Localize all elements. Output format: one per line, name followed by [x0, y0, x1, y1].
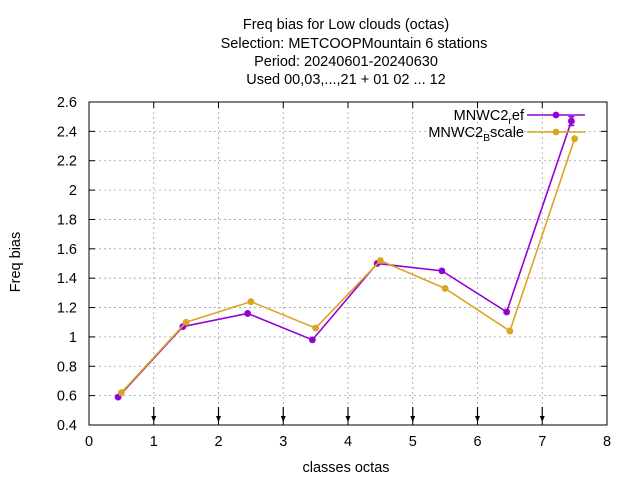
x-tick-label: 8	[603, 434, 611, 450]
data-point	[441, 285, 449, 292]
series-line	[120, 138, 576, 394]
legend-marker	[552, 128, 560, 136]
title-line-4: Used 00,03,...,21 + 01 02 ... 12	[246, 72, 446, 88]
bottom-markers	[151, 407, 545, 422]
series-0	[114, 115, 575, 401]
chart-title: Freq bias for Low clouds (octas) Selecti…	[221, 17, 488, 88]
series-lines	[114, 115, 579, 401]
axis-ticks: 0 1 2 3 4 5 6 7 8 0.4 0.6 0.8 1 1.2 1.4 1.6 1.8 2 2.2 2.4 2.…	[57, 95, 611, 450]
x-tick-label: 2	[214, 434, 222, 450]
data-point	[567, 117, 575, 125]
marker-head	[475, 416, 480, 422]
bottom-marker	[410, 407, 416, 422]
data-point	[503, 308, 511, 316]
x-tick-label: 3	[279, 434, 287, 450]
title-line-2: Selection: METCOOPMountain 6 stations	[221, 36, 488, 52]
x-tick-label: 1	[150, 434, 158, 450]
data-point	[308, 336, 316, 344]
bottom-marker	[539, 407, 545, 422]
y-tick-label: 1.6	[57, 242, 77, 258]
bottom-marker	[475, 407, 480, 422]
data-point	[506, 327, 514, 335]
data-point	[247, 298, 255, 306]
data-point	[438, 267, 446, 275]
legend-label: MNWC2ref	[454, 108, 525, 127]
y-tick-label: 2.4	[57, 124, 77, 140]
x-tick-label: 5	[409, 434, 417, 450]
bottom-marker	[280, 407, 286, 422]
data-point	[117, 389, 125, 397]
bottom-marker	[216, 407, 221, 422]
marker-head	[151, 416, 157, 422]
data-point	[376, 257, 384, 264]
y-tick-label: 0.8	[57, 359, 77, 375]
series-1	[117, 135, 579, 397]
title-line-1: Freq bias for Low clouds (octas)	[243, 17, 449, 33]
data-point	[182, 318, 190, 326]
series-line	[117, 120, 573, 398]
y-tick-label: 0.6	[57, 389, 77, 405]
data-point	[244, 310, 252, 317]
y-tick-label: 1.4	[57, 271, 77, 287]
x-axis-label: classes octas	[302, 460, 389, 476]
data-point	[571, 135, 579, 143]
y-tick-label: 2.2	[57, 154, 77, 170]
marker-head	[345, 416, 351, 422]
data-point	[312, 324, 320, 332]
y-tick-label: 2.6	[57, 95, 77, 111]
y-tick-label: 1.8	[57, 212, 77, 228]
x-tick-label: 0	[85, 434, 93, 450]
x-tick-label: 7	[538, 434, 546, 450]
x-tick-label: 4	[344, 434, 352, 450]
grid-lines	[89, 102, 607, 425]
y-tick-label: 1.2	[57, 301, 77, 317]
marker-head	[280, 416, 286, 422]
marker-head	[410, 416, 416, 422]
legend-marker	[552, 111, 560, 119]
y-tick-label: 1	[69, 330, 77, 346]
y-tick-label: 0.4	[57, 418, 77, 434]
title-line-3: Period: 20240601-20240630	[254, 54, 438, 70]
marker-head	[539, 416, 545, 422]
y-axis-label: Freq bias	[8, 232, 24, 292]
bottom-marker	[151, 407, 157, 422]
legend-label: MNWC2Bscale	[428, 125, 524, 144]
bottom-marker	[345, 407, 351, 422]
x-tick-label: 6	[473, 434, 481, 450]
marker-head	[216, 416, 221, 422]
y-tick-label: 2	[69, 183, 77, 199]
